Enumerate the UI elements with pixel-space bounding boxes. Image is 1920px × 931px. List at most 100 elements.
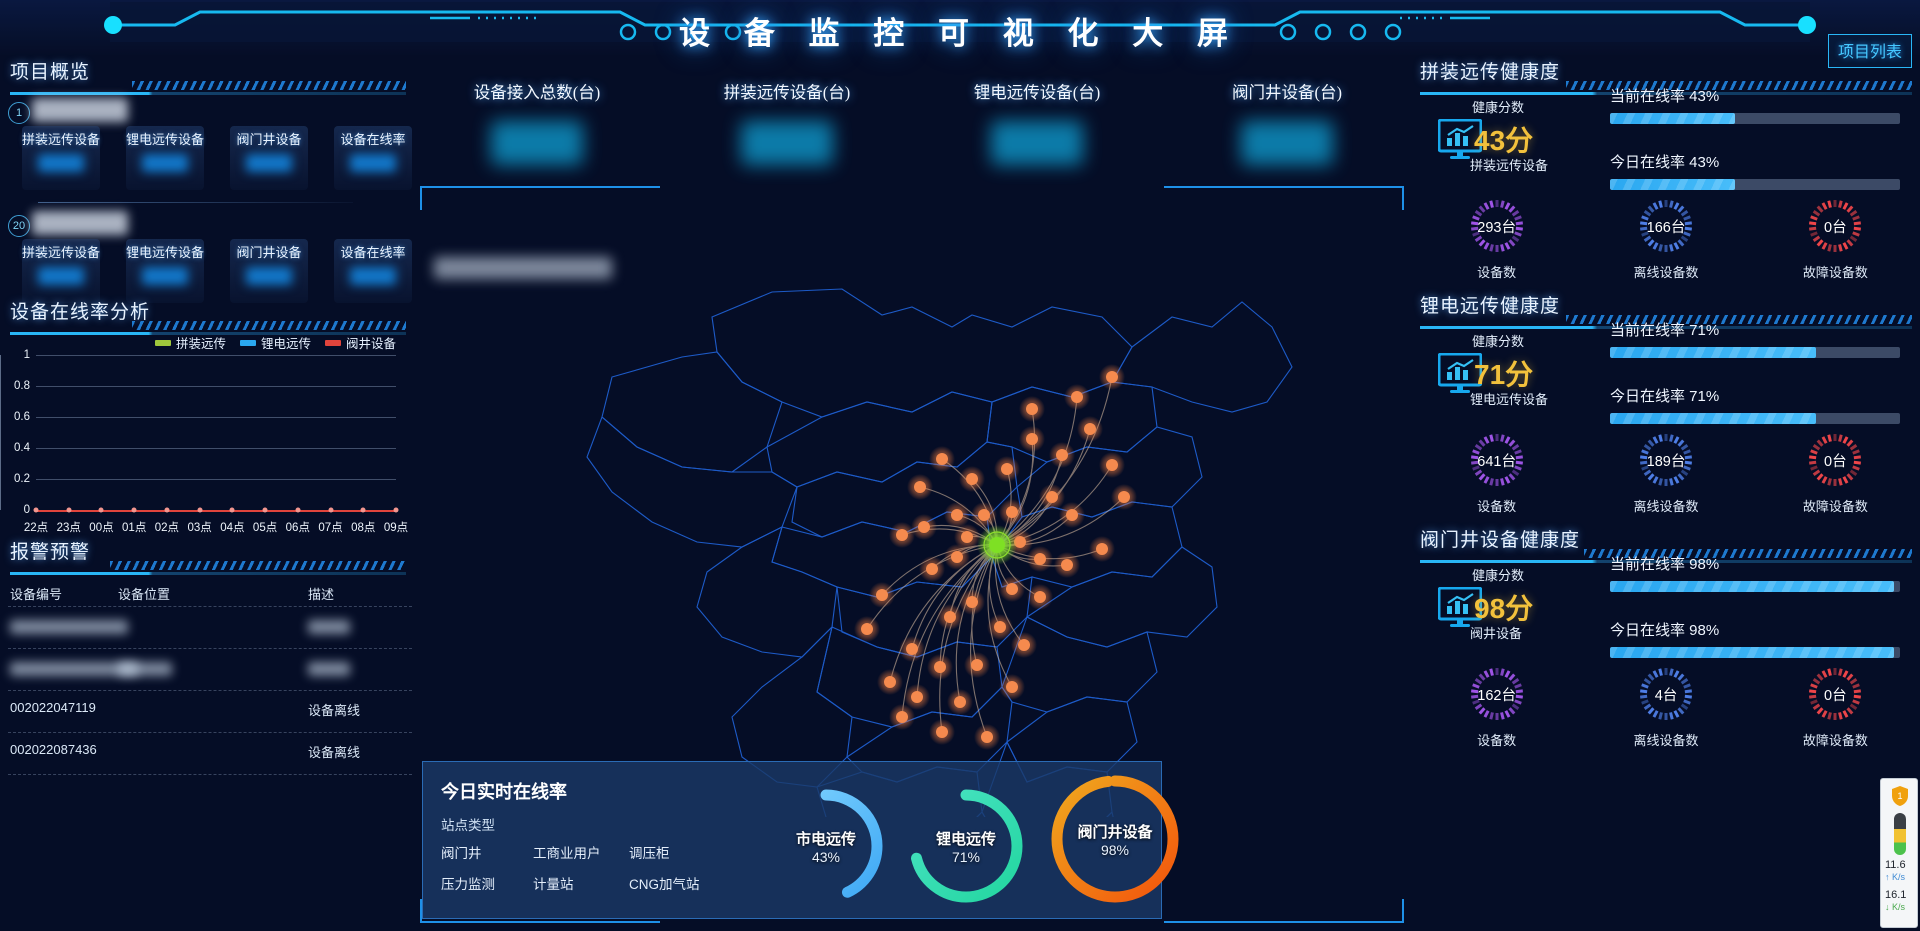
map-device-node[interactable] [1001,463,1013,475]
project-card[interactable]: 1 拼装远传设备 锂电远传设备 阀门井设备 设备在线率 [8,98,412,207]
project-metric-value-redacted [350,267,396,285]
project-metric[interactable]: 拼装远传设备 [22,239,100,303]
device-ring[interactable]: 0台 故障设备数 [1751,197,1920,281]
map-device-node[interactable] [1006,583,1018,595]
project-card[interactable]: 20 拼装远传设备 锂电远传设备 阀门井设备 设备在线率 [8,211,412,320]
station-type-item[interactable]: 工商业用户 [533,846,601,861]
map-device-node[interactable] [896,529,908,541]
map-device-node[interactable] [971,659,983,671]
project-metric[interactable]: 阀门井设备 [230,126,308,190]
project-list-button[interactable]: 项目列表 [1827,34,1912,68]
map-device-node[interactable] [1018,639,1030,651]
device-ring[interactable]: 162台 设备数 [1412,665,1581,749]
map-device-node[interactable] [981,731,993,743]
online-rate-gauge[interactable]: 阀门井设备 98% [1049,773,1181,905]
map-device-node[interactable] [1084,423,1096,435]
map-device-node[interactable] [936,726,948,738]
project-metric[interactable]: 阀门井设备 [230,239,308,303]
map-device-node[interactable] [906,643,918,655]
table-row[interactable] [8,649,412,691]
station-type-item[interactable]: 计量站 [533,877,574,892]
map-device-node[interactable] [876,589,888,601]
project-metric-label: 锂电远传设备 [126,132,205,147]
map-device-node[interactable] [1071,391,1083,403]
online-rate-bar-block: 当前在线率 43% [1610,85,1900,124]
map-device-node[interactable] [1034,591,1046,603]
legend-label: 拼装远传 [175,337,226,351]
map-device-node[interactable] [914,481,926,493]
map-device-node[interactable] [1006,681,1018,693]
device-ring[interactable]: 293台 设备数 [1412,197,1581,281]
map-device-node[interactable] [1066,509,1078,521]
device-ring[interactable]: 4台 离线设备数 [1581,665,1750,749]
map-device-node[interactable] [896,711,908,723]
panel-title-overview: 项目概览 [10,57,406,95]
table-row[interactable]: 002022047119 设备离线 [8,691,412,733]
table-row[interactable] [8,607,412,649]
health-panel: 锂电远传健康度 健康分数 71分 锂电远传设备 当前在线率 71% 今日在线率 71% 64… [1412,291,1920,527]
device-ring[interactable]: 189台 离线设备数 [1581,431,1750,515]
station-type-item[interactable]: CNG加气站 [629,877,700,892]
map-device-node[interactable] [884,676,896,688]
legend-item[interactable]: 阀井设备 [324,333,396,352]
project-metric-value-redacted [142,154,188,172]
project-metric[interactable]: 锂电远传设备 [126,126,204,190]
project-metric[interactable]: 锂电远传设备 [126,239,204,303]
ring-caption: 设备数 [1477,733,1517,748]
table-row[interactable]: 002022087436 设备离线 [8,733,412,775]
map-device-node[interactable] [1118,491,1130,503]
map-device-node[interactable] [994,621,1006,633]
map-device-node[interactable] [1106,459,1118,471]
online-rate-gauge[interactable]: 市电远传 43% [767,787,885,905]
chart-y-axis [0,355,1,510]
legend-item[interactable]: 锂电远传 [239,333,311,352]
device-ring[interactable]: 641台 设备数 [1412,431,1581,515]
map-device-node[interactable] [918,521,930,533]
china-map[interactable] [412,197,1412,817]
project-metric-label: 设备在线率 [340,245,406,260]
device-ring[interactable]: 0台 故障设备数 [1751,665,1920,749]
network-speed-widget[interactable]: 1 11.6 ↑ K/s 16.1 ↓ K/s [1880,778,1918,928]
map-hub-node[interactable] [989,537,1005,553]
map-device-node[interactable] [1061,559,1073,571]
map-device-node[interactable] [944,611,956,623]
map-device-node[interactable] [926,563,938,575]
map-device-node[interactable] [966,473,978,485]
station-type-item[interactable]: 阀门井 [441,846,482,861]
health-score-caption: 健康分数 [1472,100,1525,115]
map-device-node[interactable] [1006,506,1018,518]
map-device-node[interactable] [936,453,948,465]
map-device-node[interactable] [861,623,873,635]
station-type-item[interactable]: 压力监测 [441,877,495,892]
map-device-node[interactable] [1096,543,1108,555]
online-rate-gauge[interactable]: 锂电远传 71% [907,787,1025,905]
map-device-node[interactable] [1056,449,1068,461]
map-device-node[interactable] [966,596,978,608]
chart-series-line [36,510,396,512]
device-ring[interactable]: 0台 故障设备数 [1751,431,1920,515]
map-device-node[interactable] [951,509,963,521]
device-ring[interactable]: 166台 离线设备数 [1581,197,1750,281]
map-device-node[interactable] [911,691,923,703]
map-device-node[interactable] [951,551,963,563]
map-device-node[interactable] [934,661,946,673]
map-device-node[interactable] [954,696,966,708]
map-device-node[interactable] [1106,371,1118,383]
map-device-node[interactable] [1026,433,1038,445]
health-device-caption: 拼装远传设备 [1470,158,1549,173]
project-metric[interactable]: 拼装远传设备 [22,126,100,190]
alarm-desc-redacted [308,662,350,676]
map-device-node[interactable] [978,509,990,521]
station-type-item[interactable]: 调压柜 [629,846,670,861]
map-device-node[interactable] [961,531,973,543]
ring-ticks-icon [1639,668,1692,720]
legend-item[interactable]: 拼装远传 [154,333,226,352]
project-metric[interactable]: 设备在线率 [334,126,412,190]
project-metric[interactable]: 设备在线率 [334,239,412,303]
map-edge-top-left [420,186,660,188]
summary-stat-card: 锂电远传设备(台) [912,79,1162,165]
project-metric-value-redacted [38,154,84,172]
map-device-node[interactable] [1034,553,1046,565]
map-device-node[interactable] [1026,403,1038,415]
map-device-node[interactable] [1046,491,1058,503]
